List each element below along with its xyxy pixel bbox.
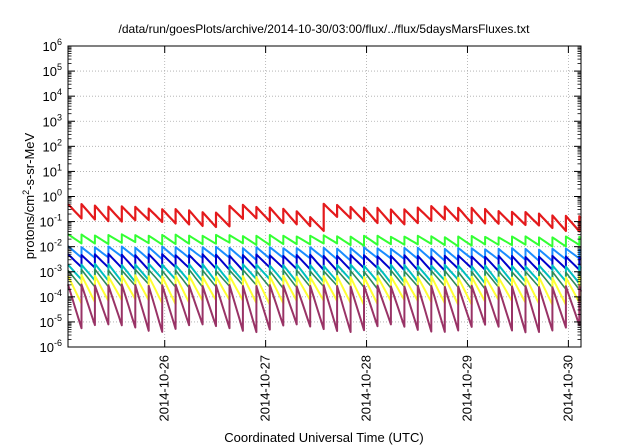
y-axis-ticks: 10-610-510-410-310-210-11001011021031041… bbox=[40, 37, 581, 355]
grid bbox=[68, 46, 581, 347]
y-tick-base: 10 bbox=[43, 39, 57, 54]
y-tick-label: 10-4 bbox=[40, 288, 62, 305]
series-line bbox=[67, 262, 582, 285]
y-axis-label-superscript: 2 bbox=[21, 190, 31, 195]
y-tick-label: 10-5 bbox=[40, 313, 62, 330]
y-tick-exponent: -4 bbox=[54, 288, 62, 298]
x-axis-label: Coordinated Universal Time (UTC) bbox=[224, 430, 423, 445]
y-tick-base: 10 bbox=[40, 315, 54, 330]
y-tick-base: 10 bbox=[43, 64, 57, 79]
y-axis-label-text: protons/cm bbox=[22, 195, 37, 259]
y-tick-label: 10-3 bbox=[40, 263, 62, 280]
series-line bbox=[67, 252, 582, 272]
y-tick-exponent: -2 bbox=[54, 238, 62, 248]
y-tick-label: 106 bbox=[43, 37, 62, 54]
y-tick-base: 10 bbox=[40, 265, 54, 280]
chart-title: /data/run/goesPlots/archive/2014-10-30/0… bbox=[119, 22, 531, 36]
y-tick-label: 10-2 bbox=[40, 238, 62, 255]
y-tick-base: 10 bbox=[40, 290, 54, 305]
x-tick-label: 2014-10-28 bbox=[359, 355, 374, 422]
y-tick-base: 10 bbox=[43, 114, 57, 129]
y-tick-label: 10-6 bbox=[40, 338, 62, 355]
y-tick-exponent: -1 bbox=[54, 213, 62, 223]
y-tick-base: 10 bbox=[40, 340, 54, 355]
y-tick-exponent: 6 bbox=[57, 37, 62, 47]
y-tick-base: 10 bbox=[43, 190, 57, 205]
y-tick-exponent: -6 bbox=[54, 338, 62, 348]
x-tick-label: 2014-10-29 bbox=[459, 355, 474, 422]
y-tick-label: 101 bbox=[43, 162, 62, 179]
y-tick-label: 100 bbox=[43, 188, 62, 205]
y-tick-exponent: 3 bbox=[57, 112, 62, 122]
y-tick-base: 10 bbox=[40, 215, 54, 230]
series-line bbox=[67, 274, 582, 306]
y-tick-label: 105 bbox=[43, 62, 62, 79]
y-tick-exponent: -5 bbox=[54, 313, 62, 323]
series-line bbox=[67, 245, 582, 262]
x-tick-label: 2014-10-30 bbox=[560, 355, 575, 422]
x-tick-label: 2014-10-26 bbox=[157, 355, 172, 422]
y-tick-exponent: 2 bbox=[57, 137, 62, 147]
y-tick-exponent: 1 bbox=[57, 162, 62, 172]
y-tick-label: 103 bbox=[43, 112, 62, 129]
y-axis-label: protons/cm2-s-sr-MeV bbox=[21, 132, 37, 259]
x-tick-label: 2014-10-27 bbox=[258, 355, 273, 422]
y-tick-base: 10 bbox=[43, 89, 57, 104]
y-tick-label: 102 bbox=[43, 137, 62, 154]
series-line bbox=[67, 233, 582, 248]
y-tick-base: 10 bbox=[43, 164, 57, 179]
y-axis-label-unit: -s-sr-MeV bbox=[22, 132, 37, 189]
y-tick-exponent: 0 bbox=[57, 188, 62, 198]
y-tick-label: 10-1 bbox=[40, 213, 62, 230]
x-axis-ticks: 2014-10-26 2014-10-27 2014-10-28 2014-10-29… bbox=[157, 46, 575, 422]
y-tick-base: 10 bbox=[43, 139, 57, 154]
y-tick-exponent: 5 bbox=[57, 62, 62, 72]
y-tick-exponent: 4 bbox=[57, 87, 62, 97]
series-line bbox=[67, 268, 582, 291]
series-line bbox=[67, 283, 582, 334]
y-tick-label: 104 bbox=[43, 87, 62, 104]
y-tick-exponent: -3 bbox=[54, 263, 62, 273]
series-line bbox=[67, 202, 582, 233]
y-tick-base: 10 bbox=[40, 240, 54, 255]
series-group bbox=[67, 202, 582, 334]
